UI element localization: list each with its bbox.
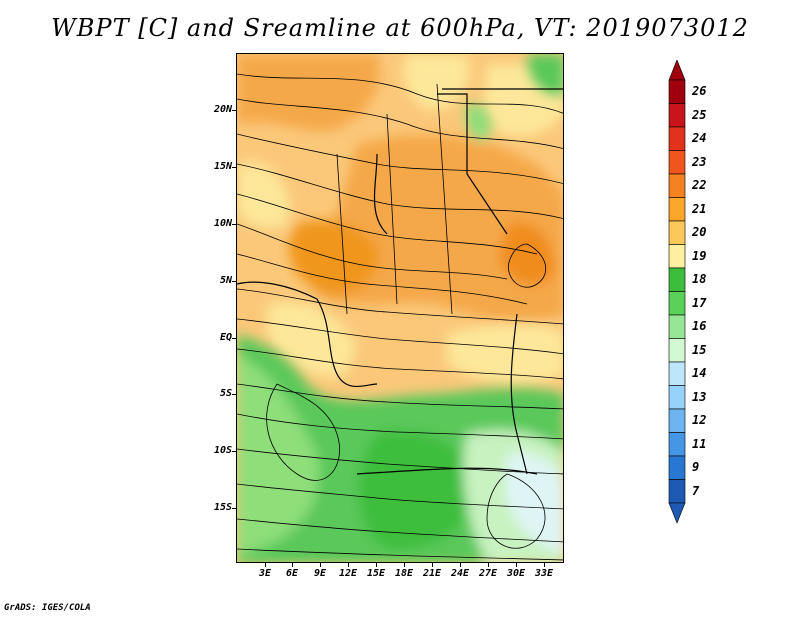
map-title: WBPT [C] and Sreamline at 600hPa, VT: 20… <box>51 14 749 42</box>
lon-label: 27E <box>478 568 498 579</box>
lon-tick <box>404 563 405 567</box>
colorbar <box>668 60 686 524</box>
colorbar-segment <box>668 173 686 198</box>
colorbar-label: 15 <box>692 342 707 357</box>
colorbar-label: 20 <box>692 225 707 239</box>
lat-label: 20N <box>213 104 232 115</box>
colorbar-segment <box>668 432 686 457</box>
warm-zone <box>237 54 563 385</box>
colorbar-segment <box>668 314 686 339</box>
colorbar-segment <box>668 126 686 151</box>
lat-label: 10S <box>213 445 232 456</box>
colorbar-label: 19 <box>692 248 707 263</box>
colorbar-label: 7 <box>692 483 700 498</box>
lon-tick <box>488 563 489 567</box>
lat-tick <box>232 508 236 509</box>
lon-tick <box>516 563 517 567</box>
lon-tick <box>376 563 377 567</box>
lon-label: 33E <box>534 568 554 579</box>
cool-zone <box>237 54 563 562</box>
lat-tick <box>232 110 236 111</box>
lon-label: 9E <box>313 568 327 579</box>
lat-tick <box>232 224 236 225</box>
colorbar-bottom-arrow <box>668 502 686 524</box>
lon-tick <box>292 563 293 567</box>
colorbar-segment <box>668 338 686 363</box>
lon-tick <box>348 563 349 567</box>
colorbar-segment <box>668 291 686 316</box>
colorbar-label: 25 <box>692 107 707 122</box>
map-panel <box>236 53 564 563</box>
colorbar-label: 18 <box>692 272 707 286</box>
map-field <box>237 54 563 562</box>
colorbar-segment <box>668 150 686 175</box>
colorbar-segment <box>668 197 686 222</box>
colorbar-label: 11 <box>692 436 707 451</box>
lon-tick <box>265 563 266 567</box>
lon-label: 18E <box>394 568 414 579</box>
colorbar-segment <box>668 103 686 128</box>
lat-label: 15S <box>213 502 232 513</box>
colorbar-segment <box>668 385 686 410</box>
colorbar-segment <box>668 455 686 480</box>
lon-tick <box>460 563 461 567</box>
colorbar-label: 12 <box>692 413 707 427</box>
colorbar-label: 24 <box>692 131 707 145</box>
lon-label: 15E <box>366 568 386 579</box>
colorbar-segment <box>668 361 686 386</box>
colorbar-segment <box>668 479 686 504</box>
colorbar-segment <box>668 244 686 269</box>
colorbar-label: 13 <box>692 389 707 404</box>
lon-label: 21E <box>422 568 442 579</box>
footer-credit: GrADS: IGES/COLA <box>4 603 91 613</box>
lon-label: 30E <box>506 568 526 579</box>
colorbar-label: 23 <box>692 154 707 169</box>
lat-label: 15N <box>213 161 232 172</box>
colorbar-label: 9 <box>692 460 700 474</box>
lon-tick <box>432 563 433 567</box>
lat-label: EQ <box>219 332 232 343</box>
lon-tick <box>320 563 321 567</box>
lon-label: 3E <box>258 568 272 579</box>
colorbar-label: 26 <box>692 84 707 98</box>
lat-label: 5N <box>219 275 232 286</box>
boundaries <box>237 88 563 475</box>
colorbar-segment <box>668 408 686 433</box>
lat-tick <box>232 451 236 452</box>
colorbar-label: 22 <box>692 178 707 192</box>
colorbar-segment <box>668 79 686 104</box>
colorbar-label: 14 <box>692 366 707 380</box>
streamlines <box>237 73 563 561</box>
colorbar-segment <box>668 267 686 292</box>
lat-label: 10N <box>213 218 232 229</box>
lat-tick <box>232 167 236 168</box>
lon-label: 24E <box>450 568 470 579</box>
colorbar-label: 17 <box>692 295 707 310</box>
colorbar-label: 16 <box>692 319 707 333</box>
lon-label: 12E <box>338 568 358 579</box>
lon-tick <box>544 563 545 567</box>
colorbar-top-arrow <box>668 60 686 81</box>
colorbar-label: 21 <box>692 201 707 216</box>
lat-label: 5S <box>219 388 232 399</box>
lat-tick <box>232 281 236 282</box>
colorbar-segment <box>668 220 686 245</box>
lat-tick <box>232 338 236 339</box>
lat-tick <box>232 394 236 395</box>
lon-label: 6E <box>285 568 299 579</box>
